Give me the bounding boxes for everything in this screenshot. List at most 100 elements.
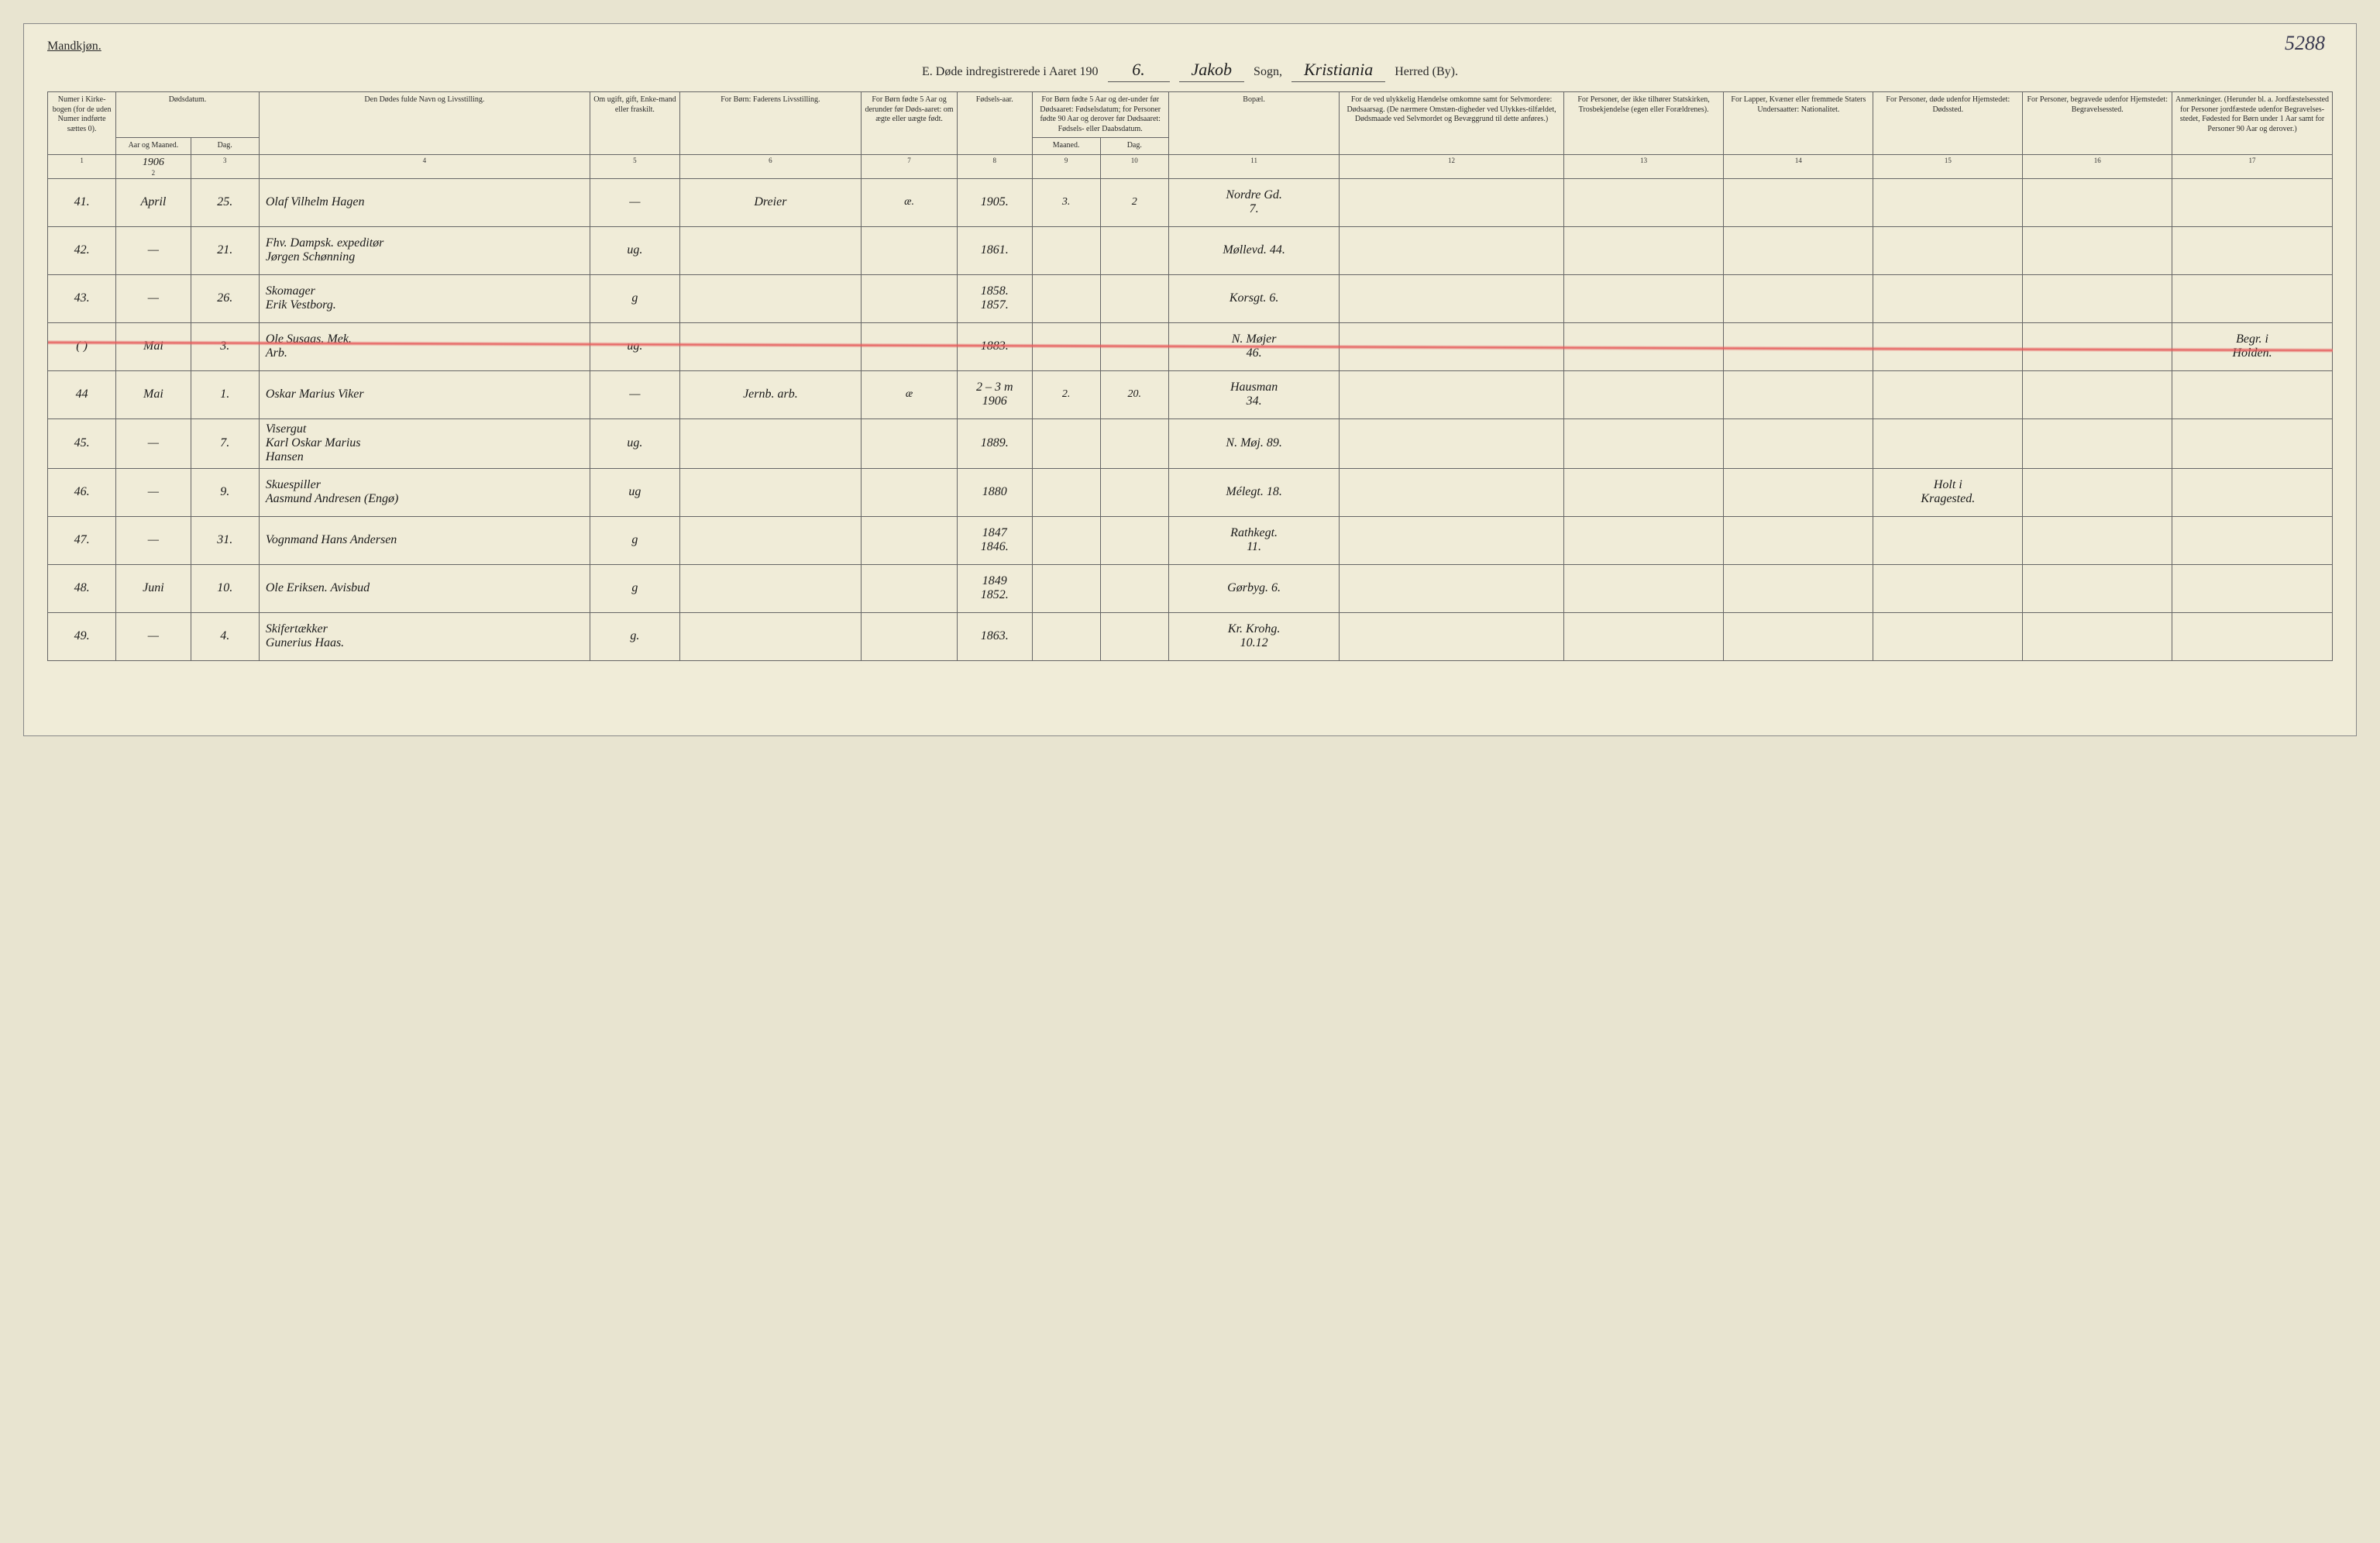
cell-c12 (1340, 370, 1563, 418)
register-table: Numer i Kirke-bogen (for de uden Numer i… (47, 91, 2333, 661)
cell-birthyear: 1880 (958, 468, 1032, 516)
title-prefix: E. Døde indregistrerede i Aaret 190 (922, 65, 1098, 79)
table-row: 46.—9.SkuespillerAasmund Andresen (Engø)… (48, 468, 2333, 516)
cell-c12 (1340, 516, 1563, 564)
cell-c13 (1563, 322, 1724, 370)
cell-c16 (2023, 418, 2172, 468)
cell-bopael: Kr. Krohg.10.12 (1168, 612, 1339, 660)
herred-value: Kristiania (1291, 60, 1385, 82)
table-body: 41.April25.Olaf Vilhelm Hagen—Dreieræ.19… (48, 178, 2333, 660)
h-col15: For Personer, døde udenfor Hjemstedet: D… (1873, 92, 2023, 155)
cell-day: 31. (191, 516, 259, 564)
cell-name: Olaf Vilhelm Hagen (259, 178, 590, 226)
cell-c13 (1563, 612, 1724, 660)
cell-num: 49. (48, 612, 116, 660)
cell-father: Jernb. arb. (679, 370, 861, 418)
cell-status: g (590, 274, 680, 322)
h-col8: Fødsels-aar. (958, 92, 1032, 155)
cell-c17 (2172, 612, 2333, 660)
colnum-10: 10 (1100, 154, 1168, 178)
table-row: 41.April25.Olaf Vilhelm Hagen—Dreieræ.19… (48, 178, 2333, 226)
cell-month: — (116, 274, 191, 322)
h-col11: Bopæl. (1168, 92, 1339, 155)
cell-c16 (2023, 226, 2172, 274)
cell-bopael: Møllevd. 44. (1168, 226, 1339, 274)
gender-label: Mandkjøn. (47, 40, 2333, 53)
cell-name: VisergutKarl Oskar MariusHansen (259, 418, 590, 468)
cell-c12 (1340, 274, 1563, 322)
cell-c15 (1873, 178, 2023, 226)
cell-father (679, 226, 861, 274)
cell-c16 (2023, 468, 2172, 516)
cell-c12 (1340, 468, 1563, 516)
cell-c13 (1563, 516, 1724, 564)
colnum-14: 14 (1724, 154, 1873, 178)
cell-bopael: N. Møj. 89. (1168, 418, 1339, 468)
colnum-3: 3 (191, 154, 259, 178)
cell-month: — (116, 516, 191, 564)
cell-c14 (1724, 516, 1873, 564)
cell-c17 (2172, 418, 2333, 468)
cell-father (679, 322, 861, 370)
cell-c14 (1724, 274, 1873, 322)
cell-name: Oskar Marius Viker (259, 370, 590, 418)
cell-bday (1100, 274, 1168, 322)
cell-c16 (2023, 274, 2172, 322)
cell-father (679, 516, 861, 564)
colnum-16: 16 (2023, 154, 2172, 178)
cell-c12 (1340, 612, 1563, 660)
cell-c14 (1724, 226, 1873, 274)
cell-num: 41. (48, 178, 116, 226)
cell-day: 25. (191, 178, 259, 226)
cell-c14 (1724, 564, 1873, 612)
cell-birthyear: 1863. (958, 612, 1032, 660)
cell-birthyear: 2 – 3 m1906 (958, 370, 1032, 418)
cell-month: Mai (116, 322, 191, 370)
colnum-7: 7 (862, 154, 958, 178)
cell-father (679, 612, 861, 660)
cell-status: ug (590, 468, 680, 516)
cell-c14 (1724, 178, 1873, 226)
cell-c12 (1340, 564, 1563, 612)
colnum-8: 8 (958, 154, 1032, 178)
cell-status: ug. (590, 322, 680, 370)
h-col13: For Personer, der ikke tilhører Statskir… (1563, 92, 1724, 155)
cell-month: — (116, 612, 191, 660)
h-col9-10: For Børn fødte 5 Aar og der-under før Dø… (1032, 92, 1168, 138)
cell-legit (862, 516, 958, 564)
cell-num: 47. (48, 516, 116, 564)
cell-c13 (1563, 226, 1724, 274)
cell-status: ug. (590, 226, 680, 274)
table-header: Numer i Kirke-bogen (for de uden Numer i… (48, 92, 2333, 155)
colnum-9: 9 (1032, 154, 1100, 178)
table-row: 49.—4.SkifertækkerGunerius Haas.g.1863.K… (48, 612, 2333, 660)
cell-birthyear: 18491852. (958, 564, 1032, 612)
cell-bday (1100, 468, 1168, 516)
title-row: E. Døde indregistrerede i Aaret 1906. Ja… (47, 60, 2333, 82)
cell-c15 (1873, 516, 2023, 564)
cell-status: g. (590, 612, 680, 660)
cell-day: 21. (191, 226, 259, 274)
cell-c17 (2172, 564, 2333, 612)
cell-c17 (2172, 178, 2333, 226)
cell-c17 (2172, 274, 2333, 322)
table-row: 42.—21.Fhv. Dampsk. expeditørJørgen Schø… (48, 226, 2333, 274)
cell-c14 (1724, 468, 1873, 516)
cell-legit: æ (862, 370, 958, 418)
colnum-6: 6 (679, 154, 861, 178)
cell-day: 4. (191, 612, 259, 660)
cell-c17 (2172, 370, 2333, 418)
cell-num: 46. (48, 468, 116, 516)
cell-bday (1100, 226, 1168, 274)
cell-month: Juni (116, 564, 191, 612)
page-number: 5288 (2285, 32, 2325, 55)
column-number-row: 11906234567891011121314151617 (48, 154, 2333, 178)
cell-c15: Holt iKragested. (1873, 468, 2023, 516)
cell-bopael: N. Møjer46. (1168, 322, 1339, 370)
colnum-17: 17 (2172, 154, 2333, 178)
cell-legit (862, 612, 958, 660)
cell-legit (862, 226, 958, 274)
colnum-4: 4 (259, 154, 590, 178)
cell-bmon (1032, 564, 1100, 612)
cell-birthyear: 1883. (958, 322, 1032, 370)
